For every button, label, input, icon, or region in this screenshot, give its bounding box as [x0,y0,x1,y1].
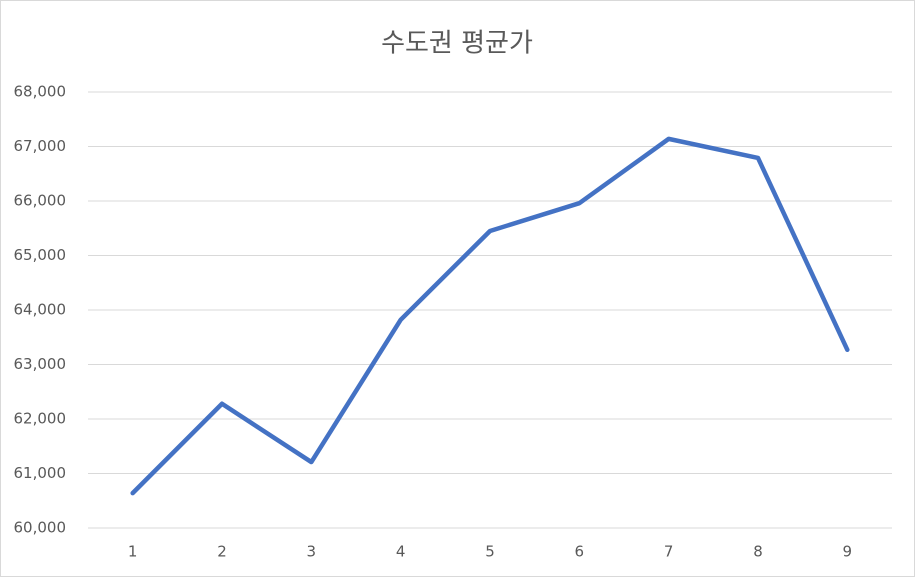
x-tick-label: 8 [753,543,763,561]
x-tick-label: 7 [664,543,674,561]
x-tick-label: 9 [843,543,853,561]
x-tick-label: 1 [128,543,138,561]
y-tick-label: 63,000 [14,355,67,373]
x-tick-label: 6 [575,543,585,561]
y-tick-label: 61,000 [14,464,67,482]
x-tick-label: 3 [307,543,317,561]
x-tick-label: 2 [217,543,227,561]
y-tick-label: 68,000 [14,83,67,101]
y-tick-label: 66,000 [14,192,67,210]
y-tick-label: 62,000 [14,410,67,428]
y-tick-label: 60,000 [14,519,67,537]
x-tick-label: 4 [396,543,406,561]
y-tick-label: 64,000 [14,301,67,319]
data-line [130,136,850,496]
x-tick-label: 5 [485,543,495,561]
chart-title: 수도권 평균가 [381,29,533,59]
y-tick-label: 67,000 [14,137,67,155]
y-tick-label: 65,000 [14,246,67,264]
